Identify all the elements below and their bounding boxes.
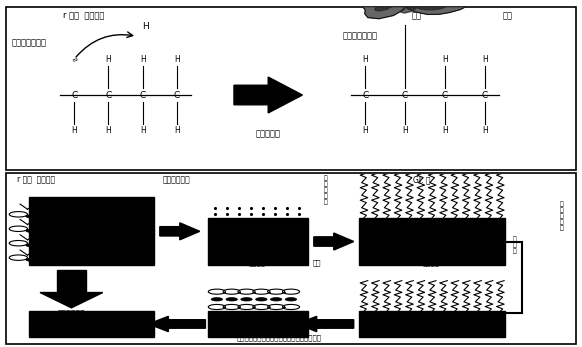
Circle shape [285,298,297,301]
FancyArrow shape [314,233,354,250]
Text: 官
能
基: 官 能 基 [512,236,516,254]
Text: 吸附恶臭: 吸附恶臭 [249,260,265,266]
Polygon shape [375,0,429,11]
Text: H: H [142,22,149,31]
Text: H: H [402,126,408,135]
FancyArrow shape [160,223,200,240]
Text: C: C [402,91,408,100]
Bar [208,311,308,337]
FancyArrow shape [148,316,205,332]
Text: C: C [362,91,368,100]
FancyArrow shape [234,77,303,113]
Circle shape [255,298,267,301]
Text: Gl. 锁: Gl. 锁 [413,175,431,184]
Polygon shape [400,2,446,13]
Text: r 射线  阴极射线: r 射线 阴极射线 [17,175,55,184]
Text: H: H [482,54,488,64]
Circle shape [226,298,237,301]
FancyArrow shape [297,316,354,332]
Bar [29,311,154,337]
Bar [360,218,505,265]
Text: 以有机能的材料: 以有机能的材料 [342,32,377,41]
Text: C: C [482,91,488,100]
Text: 接
合
聚
合
法: 接 合 聚 合 法 [324,175,327,205]
Circle shape [241,298,252,301]
Text: 惊异的消臭力: 惊异的消臭力 [58,310,86,319]
Polygon shape [392,0,428,5]
Text: H: H [105,54,111,64]
Text: C: C [71,91,77,100]
Bar [208,218,308,265]
Bar [360,311,505,337]
Circle shape [26,229,36,232]
Text: C: C [442,91,448,100]
Polygon shape [40,293,103,308]
Text: 产生活性分子: 产生活性分子 [163,175,191,184]
Text: H: H [174,126,180,135]
Text: 接合聚合法: 接合聚合法 [255,130,281,139]
Text: H: H [482,126,488,135]
Text: H: H [362,126,368,135]
Text: H: H [174,54,180,64]
Circle shape [26,258,36,261]
Text: 结实的聚乙烯链: 结实的聚乙烯链 [12,38,47,47]
Text: H: H [442,126,448,135]
Circle shape [26,215,36,218]
Text: 形
成
官
能
基: 形 成 官 能 基 [560,201,564,231]
Circle shape [211,298,222,301]
Circle shape [26,244,36,247]
Text: H: H [140,126,146,135]
Text: 吸附: 吸附 [503,12,513,21]
Text: C: C [105,91,112,100]
Bar [29,197,154,265]
Text: ≈: ≈ [69,53,80,65]
Text: H: H [140,54,146,64]
Text: C: C [174,91,180,100]
Text: H: H [362,54,368,64]
Text: H: H [442,54,448,64]
Polygon shape [57,270,86,293]
Circle shape [271,298,282,301]
Polygon shape [359,0,469,19]
Text: 恶臭: 恶臭 [313,260,321,266]
Text: H: H [105,126,111,135]
Text: 官能采用相应的功能吸附不同种类的恶臭分子: 官能采用相应的功能吸附不同种类的恶臭分子 [237,335,322,341]
Text: r 射线  阴极射线: r 射线 阴极射线 [63,12,104,21]
Text: 吸阻: 吸阻 [411,12,421,21]
Text: H: H [72,126,77,135]
Text: 消臭功能: 消臭功能 [422,260,439,266]
Text: C: C [140,91,146,100]
